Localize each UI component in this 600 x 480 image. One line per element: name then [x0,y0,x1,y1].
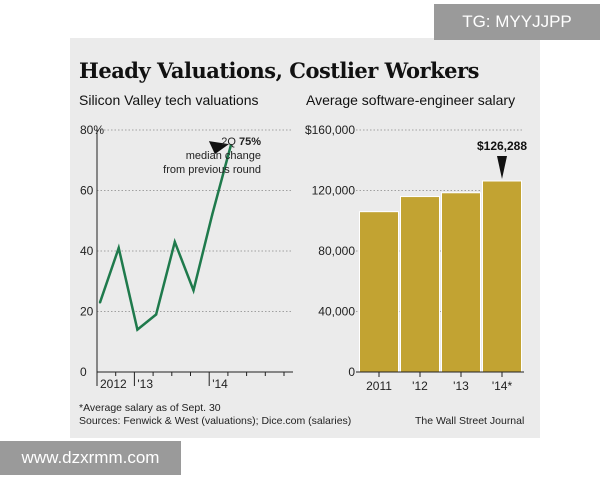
data-point [211,213,214,216]
bar-value-pointer [497,155,507,179]
y-tick-label: 0 [348,365,355,379]
data-point [229,143,233,147]
footnote: *Average salary as of Sept. 30 [79,402,221,414]
data-point [117,246,120,250]
data-point [136,328,139,331]
sources: Sources: Fenwick & West (valuations); Di… [79,415,352,427]
x-tick-label: 2011 [366,379,392,393]
y-tick-label: 0 [80,365,87,379]
annotation-pointer [208,141,229,155]
x-tick-label: '14* [492,379,513,393]
y-tick-label: 80,000 [318,244,355,258]
bar-chart-title: Average software-engineer salary [306,92,516,108]
bar [482,180,522,373]
x-tick-label: '13 [453,379,469,393]
watermark-top: TG: MYYJJPP [434,4,600,40]
bar [400,196,440,373]
watermark-bottom: www.dzxrmm.com [0,441,181,475]
x-tick-label: '13 [137,377,153,391]
annotation-value: 75% [239,136,261,148]
x-tick-label: '12 [412,379,428,393]
annotation-line3: from previous round [163,164,261,176]
series-line [98,144,233,332]
annotation-label: 2Q 75% [221,136,261,148]
annotation-line2: median change [186,150,261,162]
bar [441,192,481,373]
y-tick-label: 80% [80,123,104,137]
y-tick-label: 40 [80,244,94,258]
data-point [192,289,195,292]
x-tick-label: '14 [212,377,228,391]
y-tick-label: 20 [80,305,94,319]
data-point [173,240,176,244]
credit: The Wall Street Journal [415,415,525,427]
bar [359,211,399,373]
y-tick-label: 60 [80,184,94,198]
y-tick-label: 40,000 [318,305,355,319]
chart-title: Heady Valuations, Costlier Workers [79,58,479,83]
x-tick-label: 2012 [100,377,127,391]
data-point [154,313,158,316]
line-chart-title: Silicon Valley tech valuations [79,92,259,108]
bar-value-label: $126,288 [477,139,527,153]
data-point [98,301,102,304]
y-tick-label: 120,000 [312,184,356,198]
y-tick-label: $160,000 [305,123,355,137]
annotation-prefix: 2Q [221,136,239,148]
